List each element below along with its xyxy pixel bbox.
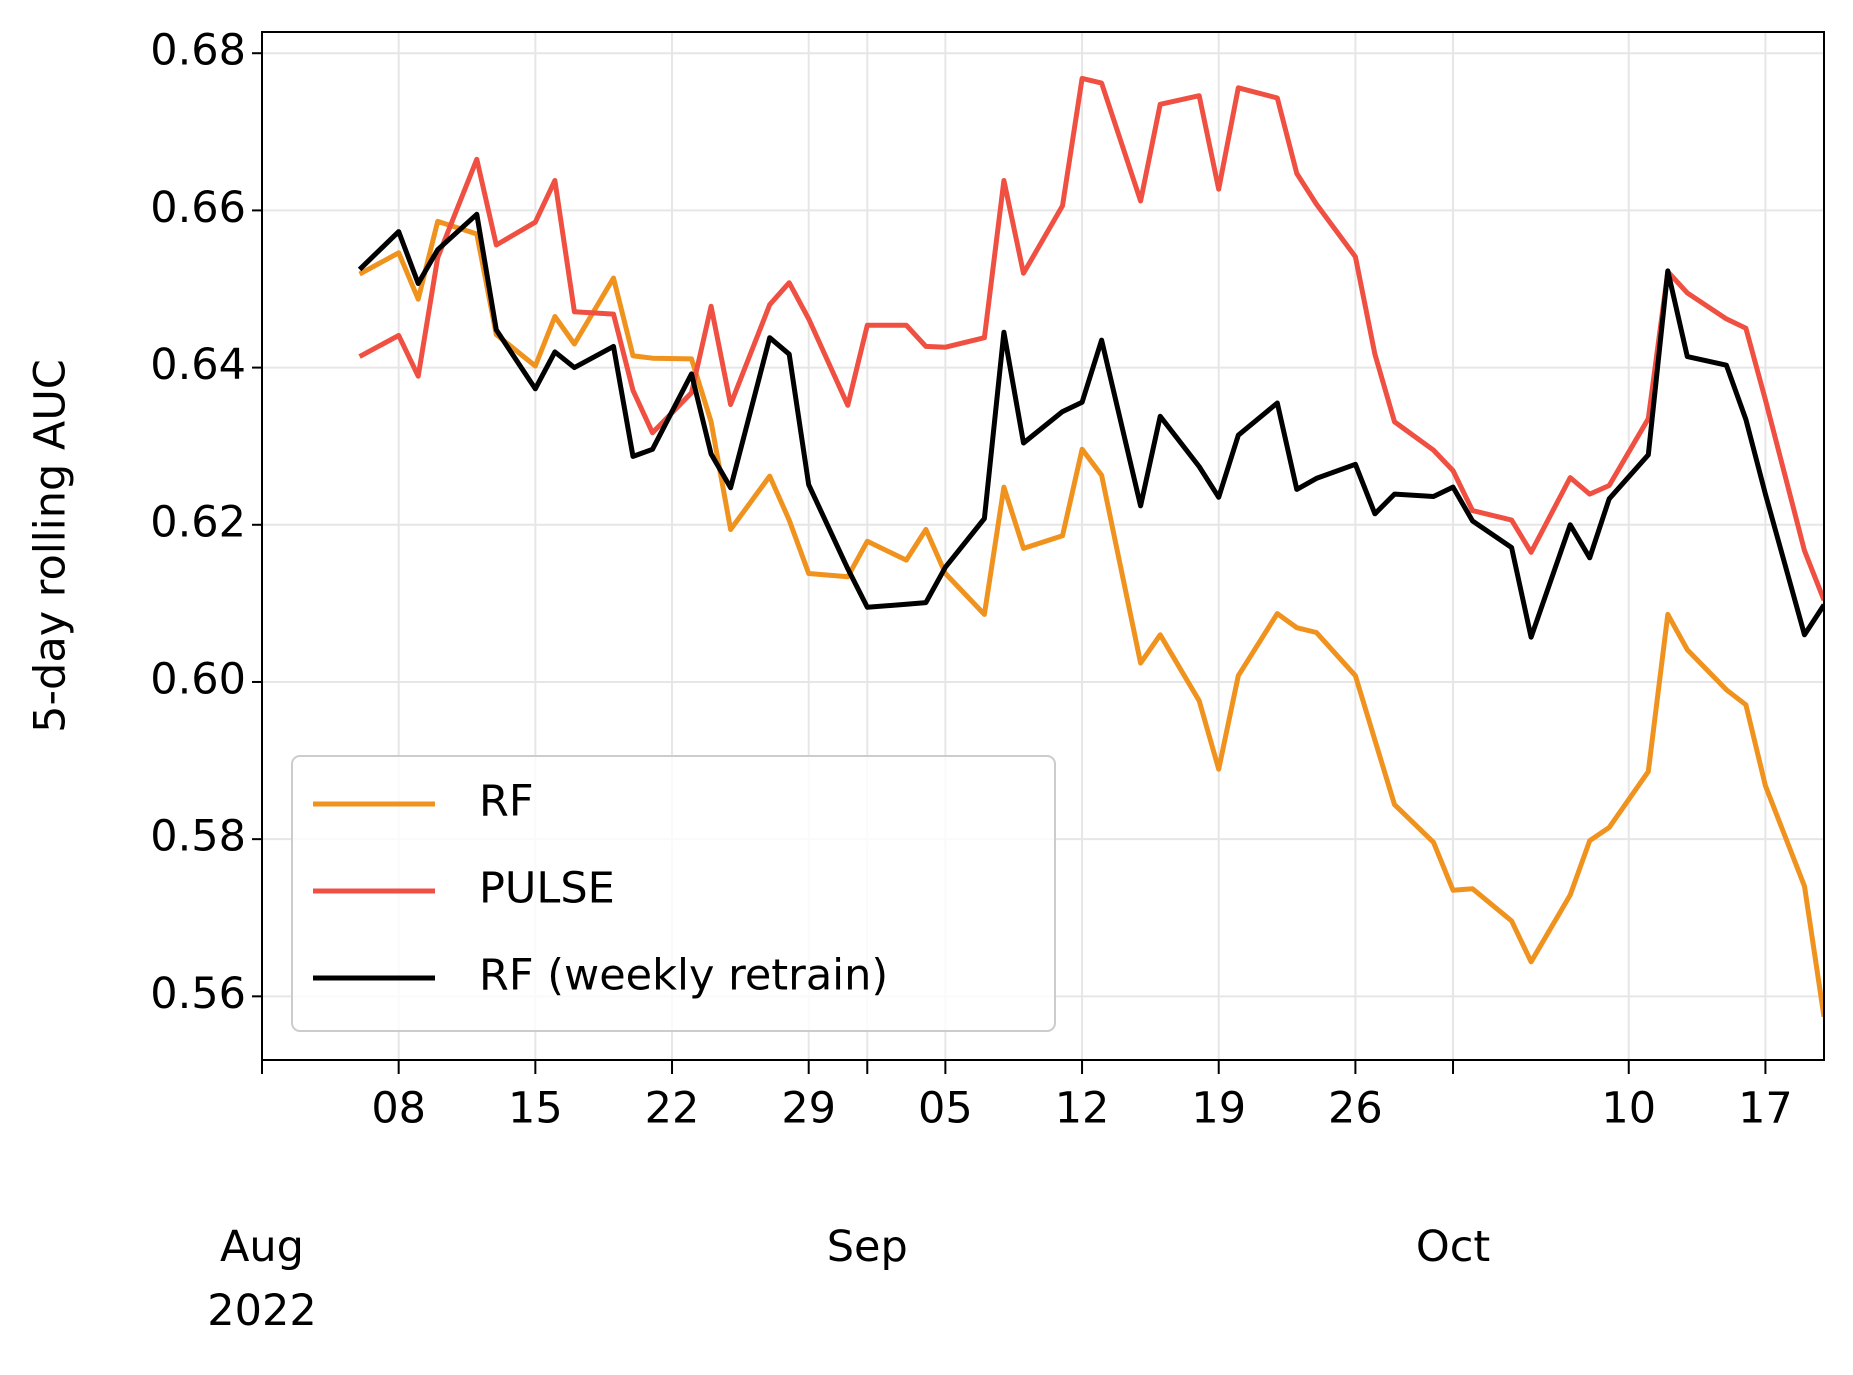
y-axis-label: 5-day rolling AUC [26,359,76,733]
y-tick-label: 0.68 [150,26,246,76]
y-tick-label: 0.60 [150,654,246,704]
plot-frame [261,31,1825,1061]
legend-box [291,755,1056,1032]
legend-label: RF (weekly retrain) [479,951,888,1001]
legend-label: RF [479,777,534,827]
x-tick-label: 19 [1191,1084,1246,1134]
line-series [357,211,1824,640]
x-tick-label: 22 [645,1084,700,1134]
y-tick-label: 0.66 [150,183,246,233]
x-tick-label: Sep [827,1222,908,1272]
x-tick-label: 17 [1738,1084,1793,1134]
y-tick-label: 0.62 [150,497,246,547]
plot-lines [357,75,1824,1018]
x-tick-label: 12 [1055,1084,1110,1134]
line-series [358,75,1824,602]
x-tick-label: 29 [781,1084,836,1134]
x-tick-label: Aug 2022 [207,1222,316,1336]
line-series [358,218,1824,1018]
y-tick-label: 0.64 [150,340,246,390]
x-tick-label: 08 [371,1084,426,1134]
x-tick-label: 26 [1328,1084,1383,1134]
x-tick-label: Oct [1416,1222,1490,1272]
x-tick-label: 15 [508,1084,563,1134]
y-tick-label: 0.58 [150,812,246,862]
x-tick-label: 05 [918,1084,973,1134]
legend-label: PULSE [479,864,615,914]
y-tick-label: 0.56 [150,969,246,1019]
x-tick-label: 10 [1601,1084,1656,1134]
